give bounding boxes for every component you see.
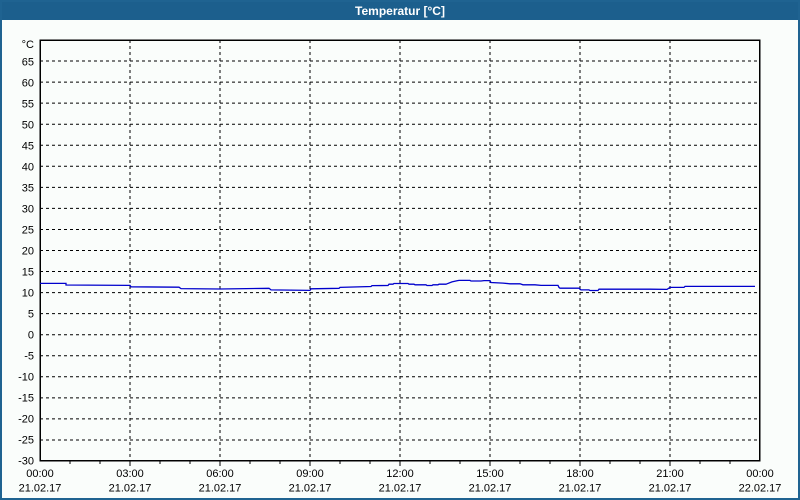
svg-text:21.02.17: 21.02.17 [649, 483, 692, 495]
svg-text:22.02.17: 22.02.17 [739, 483, 782, 495]
svg-text:12:00: 12:00 [386, 468, 414, 480]
svg-text:21.02.17: 21.02.17 [289, 483, 332, 495]
svg-text:0: 0 [28, 330, 34, 342]
svg-text:21.02.17: 21.02.17 [199, 483, 242, 495]
svg-text:10: 10 [22, 288, 34, 300]
svg-text:-5: -5 [24, 351, 34, 363]
svg-text:-20: -20 [18, 414, 34, 426]
svg-text:50: 50 [22, 120, 34, 132]
svg-text:30: 30 [22, 204, 34, 216]
svg-text:65: 65 [22, 57, 34, 69]
svg-text:21.02.17: 21.02.17 [559, 483, 602, 495]
svg-text:21:00: 21:00 [656, 468, 684, 480]
svg-text:60: 60 [22, 78, 34, 90]
svg-text:40: 40 [22, 162, 34, 174]
svg-text:-25: -25 [18, 435, 34, 447]
svg-text:20: 20 [22, 246, 34, 258]
svg-text:45: 45 [22, 141, 34, 153]
svg-text:5: 5 [28, 309, 34, 321]
svg-text:03:00: 03:00 [116, 468, 144, 480]
svg-text:25: 25 [22, 225, 34, 237]
svg-text:55: 55 [22, 99, 34, 111]
svg-text:21.02.17: 21.02.17 [109, 483, 152, 495]
svg-text:35: 35 [22, 183, 34, 195]
svg-text:°C: °C [22, 39, 34, 51]
svg-text:18:00: 18:00 [566, 468, 594, 480]
svg-text:00:00: 00:00 [26, 468, 54, 480]
svg-text:-15: -15 [18, 393, 34, 405]
svg-text:21.02.17: 21.02.17 [469, 483, 512, 495]
svg-text:-30: -30 [18, 456, 34, 468]
svg-text:15: 15 [22, 267, 34, 279]
svg-text:21.02.17: 21.02.17 [19, 483, 62, 495]
svg-text:06:00: 06:00 [206, 468, 234, 480]
svg-text:21.02.17: 21.02.17 [379, 483, 422, 495]
svg-text:00:00: 00:00 [746, 468, 774, 480]
svg-text:15:00: 15:00 [476, 468, 504, 480]
svg-text:-10: -10 [18, 372, 34, 384]
svg-text:09:00: 09:00 [296, 468, 324, 480]
